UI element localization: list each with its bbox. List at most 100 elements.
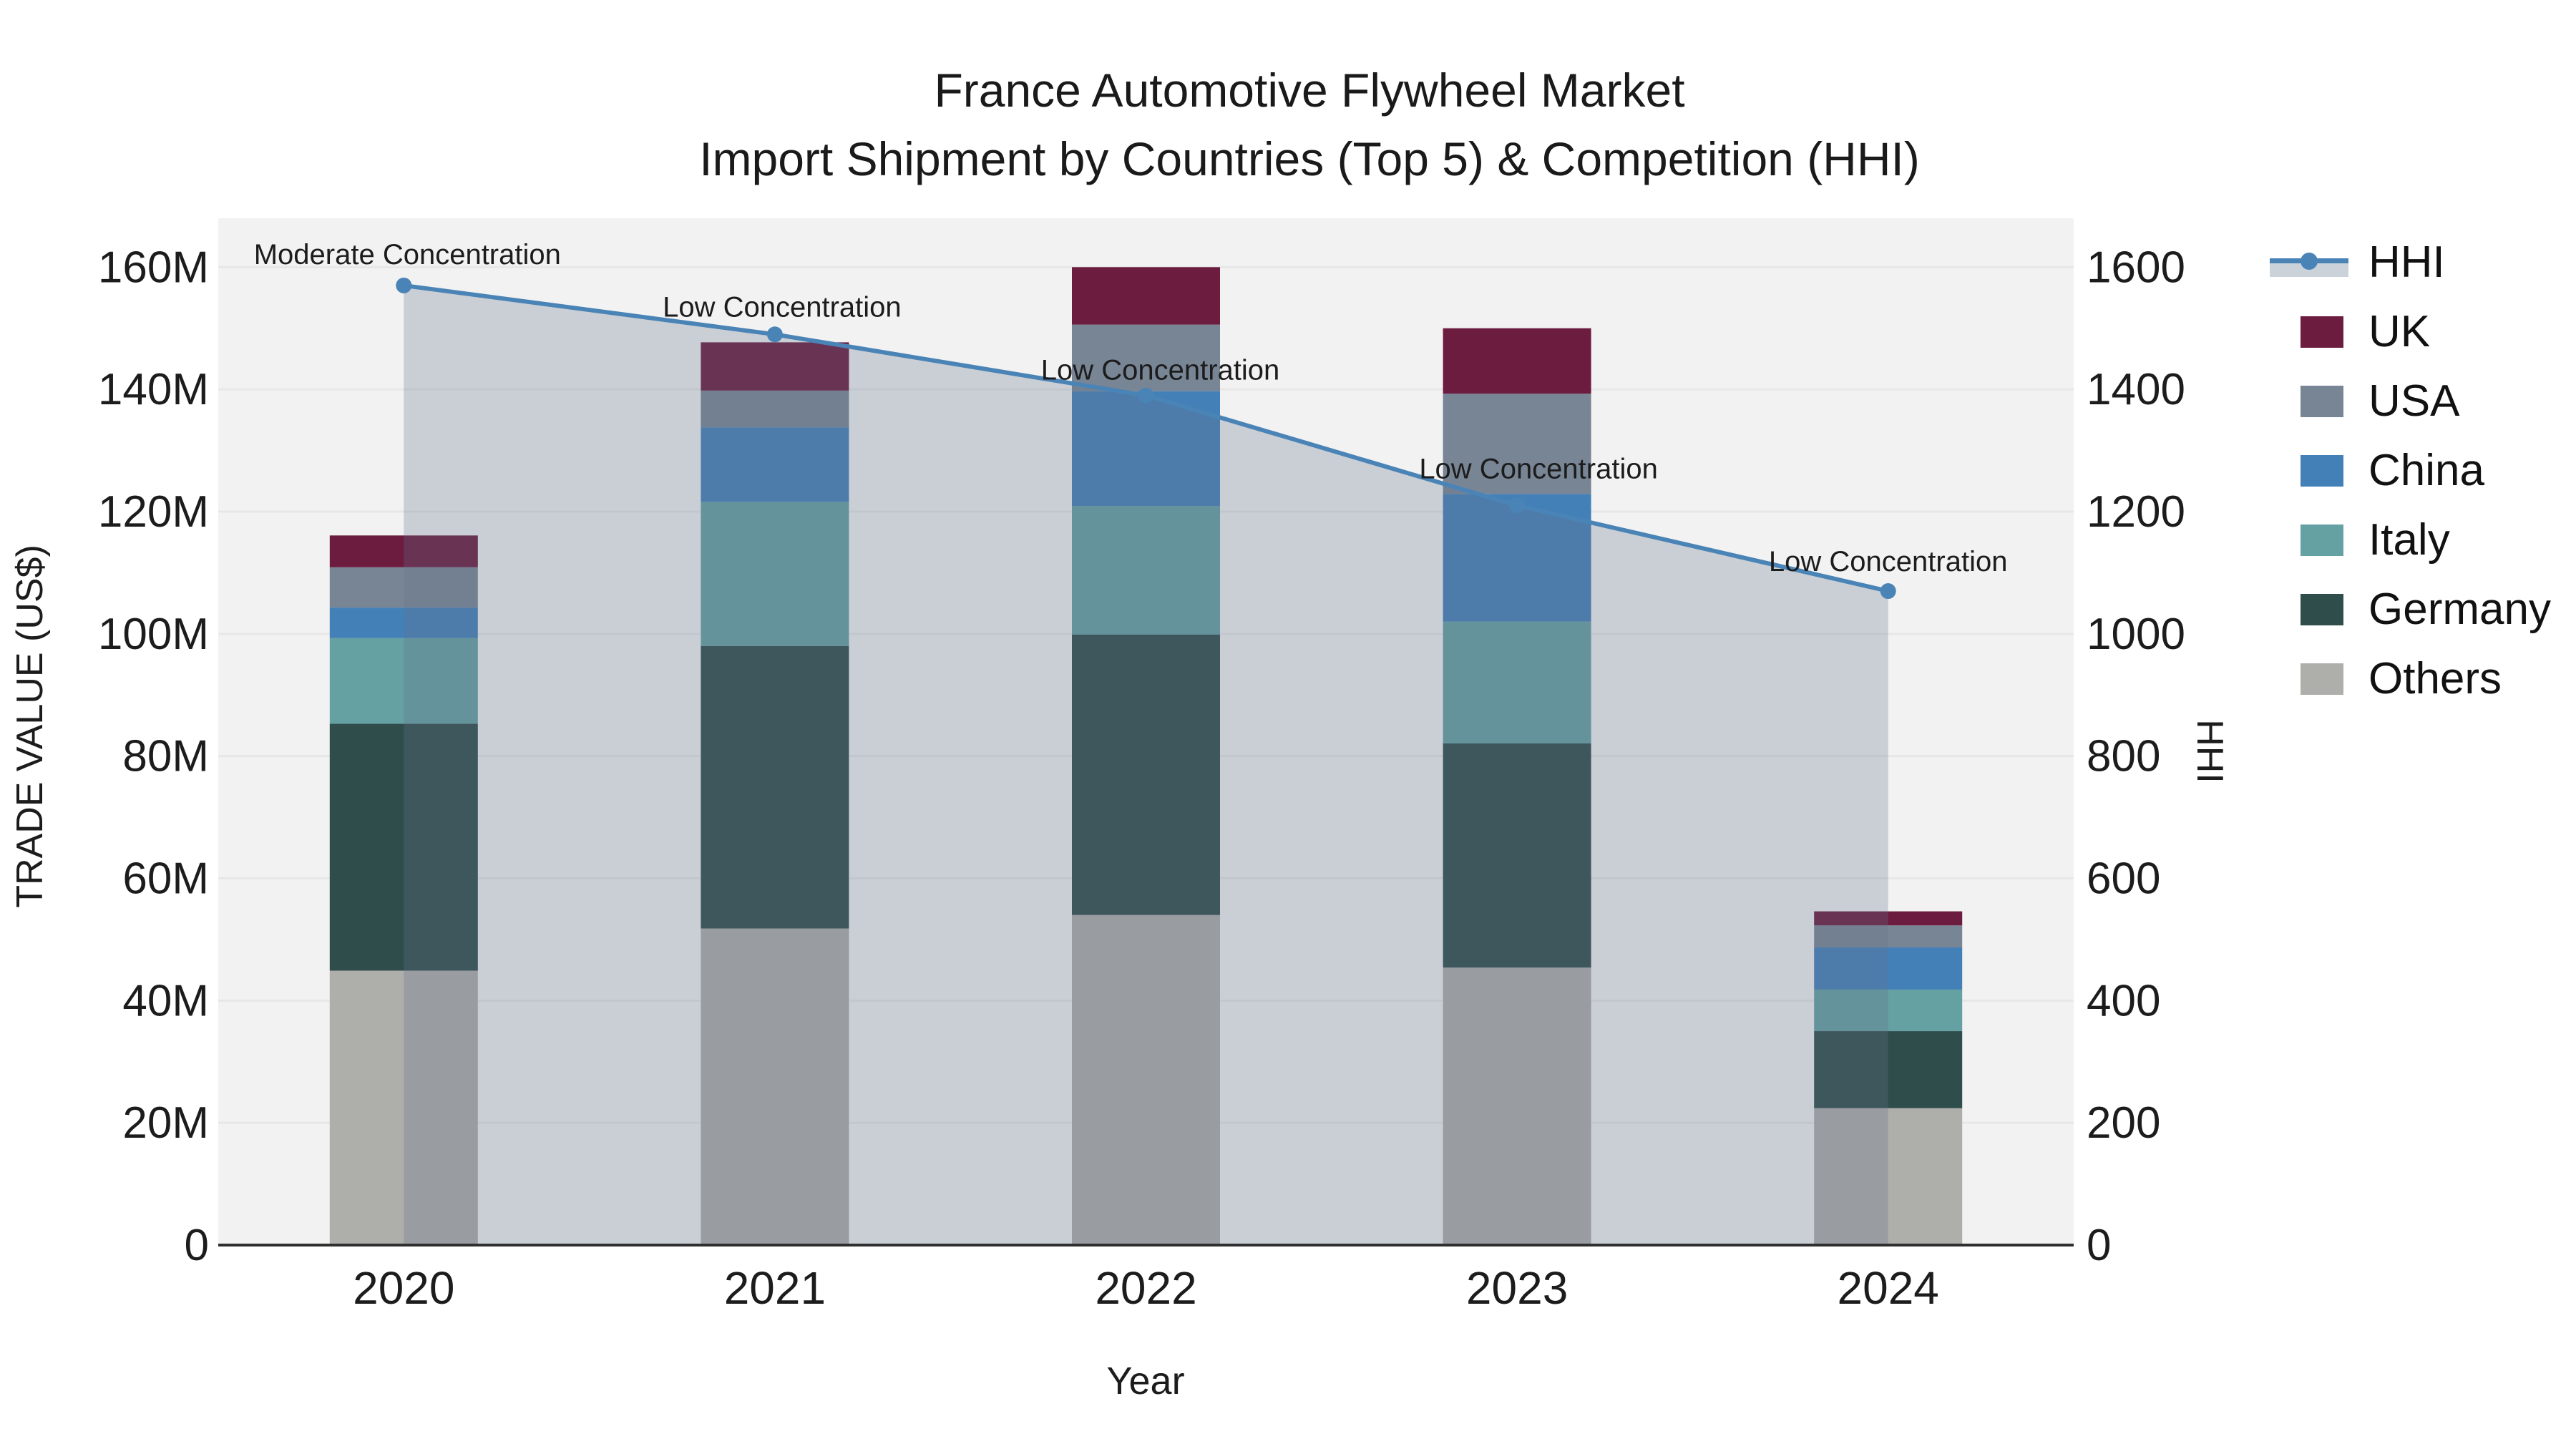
x-tick-label-2021: 2021 xyxy=(724,1262,826,1314)
y-right-tick-label: 800 xyxy=(2087,732,2160,781)
chart-title-line2: Import Shipment by Countries (Top 5) & C… xyxy=(699,132,1920,185)
bar-segment-others-2020 xyxy=(329,970,478,1245)
bar-segment-uk-2023 xyxy=(1443,328,1591,394)
legend-item-others[interactable]: Others xyxy=(2270,644,2551,713)
italy-color-swatch xyxy=(2270,523,2356,557)
annotation-2021: Low Concentration xyxy=(663,291,902,323)
y-left-tick-label: 20M xyxy=(122,1098,209,1148)
bar-segment-germany-2020 xyxy=(329,723,478,971)
hhi-marker-sample xyxy=(2301,252,2318,270)
bar-segment-uk-2020 xyxy=(329,535,478,567)
bar-segment-uk-2024 xyxy=(1814,911,1963,926)
bar-segment-china-2024 xyxy=(1814,947,1963,990)
others-color-swatch xyxy=(2270,662,2356,696)
annotation-2022: Low Concentration xyxy=(1041,355,1280,386)
bar-segment-germany-2024 xyxy=(1814,1031,1963,1108)
bar-segment-china-2021 xyxy=(701,427,849,502)
y-right-tick-label: 1200 xyxy=(2087,487,2185,537)
bar-segment-germany-2021 xyxy=(701,645,849,929)
y-left-tick-label: 140M xyxy=(98,365,209,414)
bar-segment-china-2020 xyxy=(329,608,478,638)
uk-swatch-box xyxy=(2301,316,2343,348)
legend-label-others: Others xyxy=(2368,654,2502,703)
hhi-marker-2022 xyxy=(1138,387,1154,404)
y-right-tick-label: 400 xyxy=(2087,976,2160,1025)
legend-item-germany[interactable]: Germany xyxy=(2270,575,2551,644)
y-right-tick-label: 200 xyxy=(2087,1098,2160,1148)
y-left-tick-label: 120M xyxy=(98,487,209,537)
bar-segment-italy-2021 xyxy=(701,502,849,646)
bar-segment-usa-2022 xyxy=(1072,324,1220,391)
y-right-tick-label: 0 xyxy=(2087,1221,2111,1270)
bar-segment-italy-2023 xyxy=(1443,621,1591,743)
bar-segment-usa-2021 xyxy=(701,390,849,428)
x-tick-label-2020: 2020 xyxy=(353,1262,454,1314)
hhi-marker-2020 xyxy=(396,277,412,293)
chart-title: France Automotive Flywheel Market Import… xyxy=(21,56,2576,193)
y-right-tick-label: 600 xyxy=(2087,854,2160,904)
germany-color-swatch xyxy=(2270,592,2356,627)
bar-segment-others-2021 xyxy=(701,928,849,1245)
italy-swatch-box xyxy=(2301,524,2343,556)
y-right-tick-label: 1000 xyxy=(2087,610,2185,659)
bar-segment-others-2024 xyxy=(1814,1108,1963,1245)
china-color-swatch xyxy=(2270,454,2356,488)
bar-segment-usa-2024 xyxy=(1814,925,1963,948)
hhi-marker-2023 xyxy=(1509,497,1526,514)
legend-label-italy: Italy xyxy=(2368,515,2450,565)
usa-color-swatch xyxy=(2270,384,2356,419)
uk-color-swatch xyxy=(2270,315,2356,349)
y-left-tick-label: 40M xyxy=(122,976,209,1025)
annotation-2023: Low Concentration xyxy=(1419,453,1658,484)
annotation-2024: Low Concentration xyxy=(1769,546,2008,577)
bar-segment-germany-2022 xyxy=(1072,634,1220,915)
legend-item-italy[interactable]: Italy xyxy=(2270,505,2551,575)
hhi-line-sample xyxy=(2270,245,2356,280)
bar-segment-usa-2023 xyxy=(1443,394,1591,494)
x-tick-label-2024: 2024 xyxy=(1838,1262,1939,1314)
bar-segment-germany-2023 xyxy=(1443,743,1591,968)
x-tick-label-2022: 2022 xyxy=(1095,1262,1196,1314)
y-axis-title-right: HHI xyxy=(2189,719,2230,784)
legend: HHI UK USA China Italy Germany Others xyxy=(2270,228,2551,713)
legend-item-hhi[interactable]: HHI xyxy=(2270,228,2551,297)
y-left-tick-label: 0 xyxy=(185,1221,209,1270)
legend-label-hhi: HHI xyxy=(2368,238,2445,287)
legend-item-uk[interactable]: UK xyxy=(2270,297,2551,366)
y-left-tick-label: 100M xyxy=(98,610,209,659)
hhi-marker-2021 xyxy=(766,326,783,343)
germany-swatch-box xyxy=(2301,593,2343,625)
legend-label-usa: USA xyxy=(2368,376,2460,426)
bar-segment-italy-2020 xyxy=(329,638,478,724)
usa-swatch-box xyxy=(2301,385,2343,417)
hhi-marker-2024 xyxy=(1880,583,1896,600)
legend-item-china[interactable]: China xyxy=(2270,436,2551,505)
x-tick-label-2023: 2023 xyxy=(1466,1262,1568,1314)
others-swatch-box xyxy=(2301,663,2343,695)
legend-item-usa[interactable]: USA xyxy=(2270,366,2551,436)
legend-label-china: China xyxy=(2368,446,2484,495)
legend-label-germany: Germany xyxy=(2368,585,2551,634)
chart-title-line1: France Automotive Flywheel Market xyxy=(934,64,1685,117)
y-left-tick-label: 160M xyxy=(98,243,209,292)
legend-label-uk: UK xyxy=(2368,307,2431,356)
y-axis-title-left: TRADE VALUE (US$) xyxy=(9,545,51,908)
bar-segment-others-2022 xyxy=(1072,914,1220,1245)
y-left-tick-label: 60M xyxy=(122,854,209,904)
bar-segment-uk-2021 xyxy=(701,342,849,391)
bar-segment-usa-2020 xyxy=(329,567,478,608)
bar-segment-italy-2024 xyxy=(1814,989,1963,1032)
y-left-tick-label: 80M xyxy=(122,732,209,781)
y-right-tick-label: 1600 xyxy=(2087,243,2185,292)
annotation-2020: Moderate Concentration xyxy=(254,239,561,270)
bar-segment-italy-2022 xyxy=(1072,506,1220,635)
bar-segment-others-2023 xyxy=(1443,967,1591,1245)
y-right-tick-label: 1400 xyxy=(2087,365,2185,414)
hhi-area-fill xyxy=(404,285,1888,1245)
x-axis-title: Year xyxy=(1106,1360,1185,1402)
hhi-area-sample xyxy=(2270,262,2348,277)
china-swatch-box xyxy=(2301,454,2343,487)
bar-segment-uk-2022 xyxy=(1072,267,1220,325)
